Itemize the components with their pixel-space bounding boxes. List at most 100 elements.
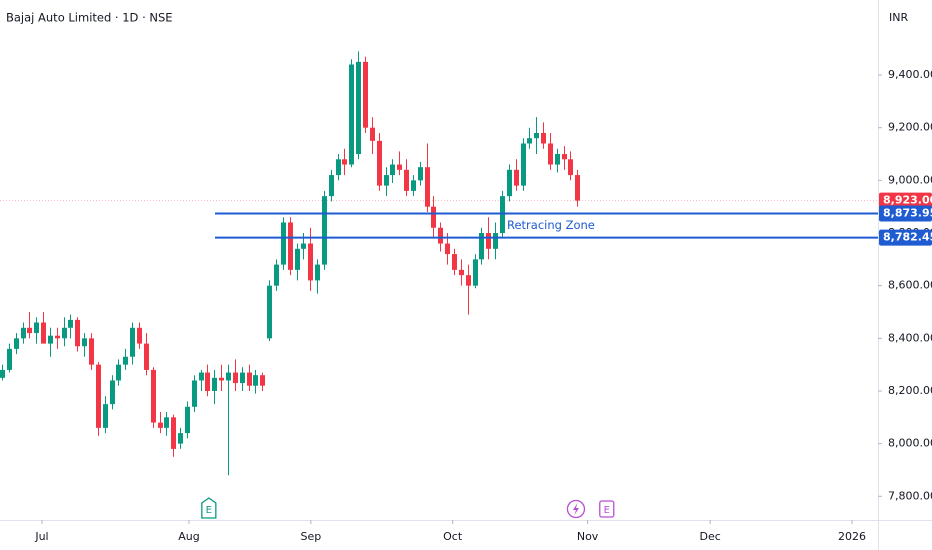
candle-body: [89, 338, 94, 365]
candle-body: [425, 167, 430, 207]
y-tick-label: 8,400.00: [888, 331, 932, 344]
candle-body: [82, 338, 87, 347]
y-tick-label: 8,600.00: [888, 279, 932, 292]
candle-body: [349, 64, 354, 165]
candle-body: [384, 175, 389, 186]
x-tick-label: 2026: [838, 530, 866, 543]
candle-body: [411, 180, 416, 191]
candle-body: [363, 61, 368, 128]
candle-body: [123, 356, 128, 365]
candle-body: [390, 164, 395, 176]
candle-body: [144, 343, 149, 370]
candle-body: [274, 264, 279, 286]
candle-body: [260, 375, 265, 386]
dividend-bolt: [572, 503, 579, 515]
candle-body: [541, 132, 546, 144]
candle-body: [62, 327, 67, 339]
candle-body: [356, 61, 361, 155]
candle-body: [295, 248, 300, 270]
candle-body: [486, 233, 491, 249]
candle-body: [534, 132, 539, 139]
x-tick-label: Sep: [301, 530, 322, 543]
candle-body: [233, 372, 238, 384]
candle-body: [267, 285, 272, 339]
candle-body: [96, 364, 101, 428]
y-tick-label: 9,400.00: [888, 68, 932, 81]
candle-body: [0, 369, 5, 378]
candle-body: [507, 169, 512, 197]
candle-body: [137, 327, 142, 344]
candle-body: [103, 404, 108, 428]
candle-body: [479, 233, 484, 260]
candle-body: [14, 338, 19, 349]
candle-body: [55, 335, 60, 339]
candle-body: [404, 169, 409, 191]
candle-body: [205, 372, 210, 391]
event-label: E: [604, 505, 610, 516]
candle-body: [493, 233, 498, 249]
y-tick-label: 8,200.00: [888, 384, 932, 397]
candle-body: [562, 154, 567, 160]
last-price-tag: 8,923.00: [883, 194, 932, 207]
event-label: E: [206, 505, 212, 516]
level-tag: 8,782.45: [883, 231, 932, 244]
candle-body: [7, 348, 12, 370]
candle-body: [226, 372, 231, 381]
candle-body: [500, 196, 505, 234]
y-tick-label: 9,000.00: [888, 173, 932, 186]
candle-body: [68, 319, 73, 328]
level-tag-bg: [879, 205, 932, 222]
candle-body: [438, 227, 443, 244]
candle-body: [315, 264, 320, 281]
candle-body: [377, 140, 382, 186]
candle-body: [521, 143, 526, 186]
candle-body: [336, 159, 341, 176]
chart-title: Bajaj Auto Limited · 1D · NSE: [6, 11, 173, 25]
candle-body: [110, 380, 115, 405]
candle-body: [116, 364, 121, 381]
candle-body: [431, 206, 436, 228]
last-price-tag-bg: [879, 192, 932, 209]
candle-body: [199, 372, 204, 381]
candle-body: [473, 259, 478, 286]
x-tick-label: Oct: [443, 530, 463, 543]
candle-body: [130, 327, 135, 357]
candle-body: [459, 269, 464, 276]
candle-body: [555, 154, 560, 165]
candle-body: [322, 196, 327, 265]
candle-body: [527, 138, 532, 144]
candle-body: [164, 417, 169, 428]
candle-body: [21, 327, 26, 339]
candle-body: [288, 222, 293, 270]
currency: INR: [889, 11, 908, 24]
candle-body: [253, 375, 258, 386]
candle-body: [151, 369, 156, 423]
candle-body: [75, 319, 80, 347]
event-icon: [599, 500, 615, 518]
y-tick-label: 8,000.00: [888, 437, 932, 450]
zone-label: Retracing Zone: [507, 218, 595, 232]
candle-body: [575, 175, 580, 201]
candle-body: [452, 254, 457, 270]
candle-body: [171, 417, 176, 449]
candle-body: [240, 372, 245, 384]
candle-body: [41, 322, 46, 344]
candle-body: [329, 175, 334, 197]
candle-body: [370, 127, 375, 141]
x-tick-label: Jul: [34, 530, 48, 543]
candle-body: [34, 322, 39, 334]
candle-body: [568, 159, 573, 176]
candle-body: [301, 243, 306, 249]
candle-body: [418, 167, 423, 181]
candle-body: [445, 243, 450, 255]
candle-body: [219, 377, 224, 381]
candle-body: [178, 433, 183, 444]
candle-body: [342, 159, 347, 165]
x-tick-label: Nov: [577, 530, 599, 543]
candle-body: [514, 169, 519, 186]
candle-body: [158, 422, 163, 428]
level-tag: 8,873.95: [883, 207, 932, 220]
candle-body: [27, 327, 32, 334]
y-tick-label: 7,800.00: [888, 489, 932, 502]
